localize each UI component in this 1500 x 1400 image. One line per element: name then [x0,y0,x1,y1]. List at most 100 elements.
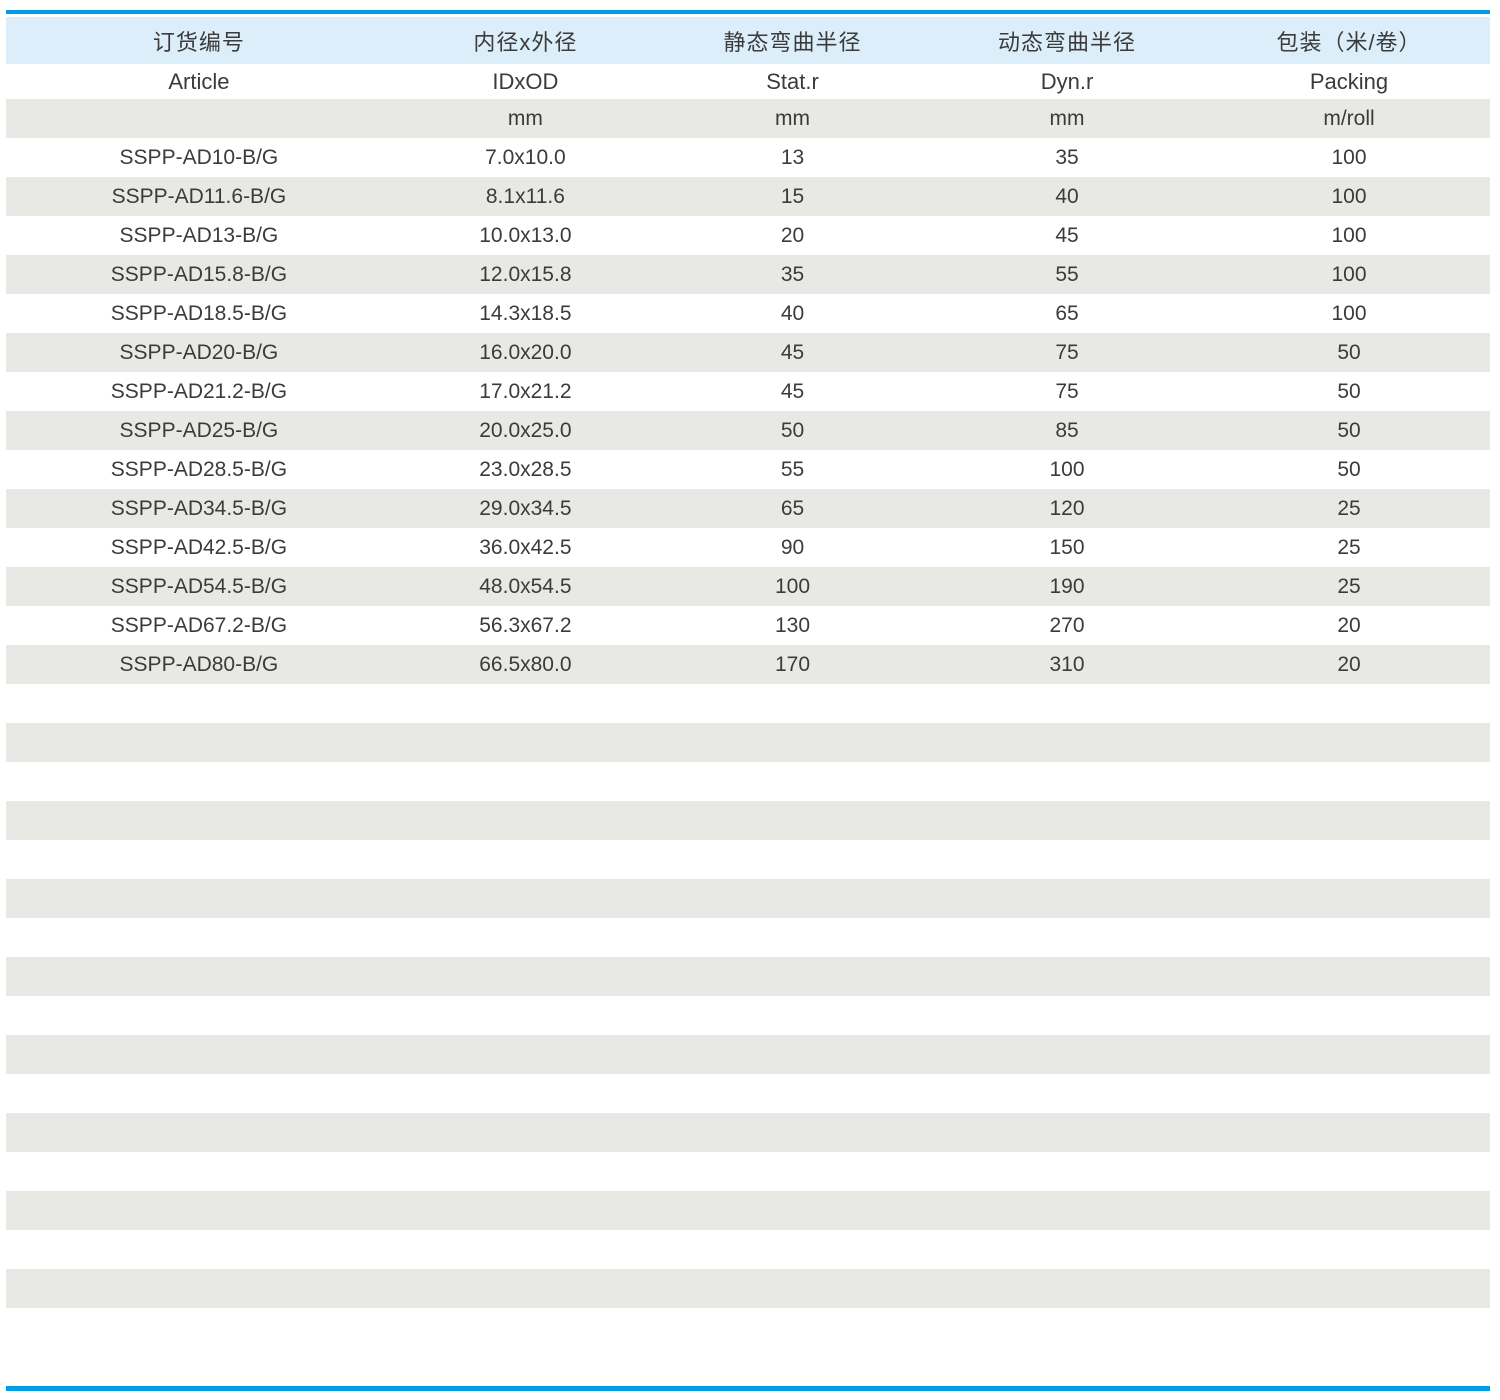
cell-article: SSPP-AD21.2-B/G [110,379,288,403]
header-zh-dyn-r: 动态弯曲半径 [998,29,1137,55]
cell-stat-r: 55 [780,457,805,481]
cell-dyn-r: 45 [1055,223,1079,247]
cell-stat-r: 130 [774,613,811,637]
empty-row [6,1074,1490,1113]
empty-row [6,879,1490,918]
cell-article: SSPP-AD18.5-B/G [110,301,288,325]
cell-packing: 25 [1337,496,1361,520]
header-zh-id-od: 内径x外径 [473,29,578,55]
cell-stat-r: 100 [774,574,811,598]
cell-id-od: 56.3x67.2 [479,613,572,637]
table-row: SSPP-AD20-B/G 16.0x20.0 45 75 50 [6,333,1490,372]
empty-row [6,1113,1490,1152]
empty-row [6,684,1490,723]
page-content: 订货编号 内径x外径 静态弯曲半径 动态弯曲半径 包装（米/卷） Article IDxO… [6,10,1490,1391]
cell-packing: 50 [1337,457,1361,481]
cell-article: SSPP-AD34.5-B/G [110,496,288,520]
cell-id-od: 29.0x34.5 [479,496,572,520]
header-row-english: Article IDxOD Stat.r Dyn.r Packing [6,64,1490,99]
cell-dyn-r: 120 [1049,496,1085,520]
cell-id-od: 36.0x42.5 [479,535,572,559]
cell-packing: 25 [1337,535,1361,559]
table-row: SSPP-AD34.5-B/G 29.0x34.5 65 120 25 [6,489,1490,528]
header-en-packing: Packing [1309,68,1389,94]
cell-dyn-r: 65 [1055,301,1079,325]
table-row: SSPP-AD18.5-B/G 14.3x18.5 40 65 100 [6,294,1490,333]
empty-cell [6,996,1490,1035]
header-unit-article [6,99,392,138]
header-unit-id-od: mm [507,106,543,130]
empty-row [6,801,1490,840]
cell-article: SSPP-AD13-B/G [119,223,279,247]
cell-stat-r: 45 [780,340,805,364]
cell-article: SSPP-AD20-B/G [119,340,279,364]
bottom-divider-rule [6,1386,1490,1391]
cell-packing: 50 [1337,418,1361,442]
cell-packing: 100 [1331,145,1367,169]
cell-article: SSPP-AD42.5-B/G [110,535,288,559]
cell-dyn-r: 75 [1055,340,1079,364]
cell-id-od: 66.5x80.0 [479,652,572,676]
table-row: SSPP-AD42.5-B/G 36.0x42.5 90 150 25 [6,528,1490,567]
cell-article: SSPP-AD80-B/G [119,652,279,676]
table-row: SSPP-AD15.8-B/G 12.0x15.8 35 55 100 [6,255,1490,294]
empty-row [6,1035,1490,1074]
cell-packing: 50 [1337,379,1361,403]
table-row: SSPP-AD54.5-B/G 48.0x54.5 100 190 25 [6,567,1490,606]
table-row: SSPP-AD80-B/G 66.5x80.0 170 310 20 [6,645,1490,684]
cell-dyn-r: 85 [1055,418,1079,442]
cell-id-od: 20.0x25.0 [479,418,572,442]
cell-dyn-r: 150 [1049,535,1085,559]
header-unit-packing: m/roll [1323,106,1375,130]
empty-row [6,918,1490,957]
cell-dyn-r: 100 [1049,457,1085,481]
cell-stat-r: 50 [780,418,805,442]
spec-table-header: 订货编号 内径x外径 静态弯曲半径 动态弯曲半径 包装（米/卷） Article IDxO… [6,17,1490,138]
cell-dyn-r: 40 [1055,184,1079,208]
table-row: SSPP-AD13-B/G 10.0x13.0 20 45 100 [6,216,1490,255]
header-en-stat-r: Stat.r [766,68,819,94]
cell-dyn-r: 270 [1049,613,1085,637]
empty-row [6,1269,1490,1308]
cell-article: SSPP-AD15.8-B/G [110,262,288,286]
cell-packing: 100 [1331,262,1367,286]
cell-dyn-r: 190 [1049,574,1085,598]
header-unit-stat-r: mm [774,106,810,130]
cell-stat-r: 90 [780,535,805,559]
empty-cell [6,957,1490,996]
table-row: SSPP-AD10-B/G 7.0x10.0 13 35 100 [6,138,1490,177]
table-row: SSPP-AD28.5-B/G 23.0x28.5 55 100 50 [6,450,1490,489]
cell-id-od: 16.0x20.0 [479,340,572,364]
cell-id-od: 14.3x18.5 [479,301,572,325]
cell-stat-r: 15 [780,184,805,208]
header-zh-article: 订货编号 [152,29,245,55]
empty-row [6,957,1490,996]
empty-row [6,762,1490,801]
empty-cell [6,1074,1490,1113]
cell-stat-r: 13 [780,145,805,169]
spec-table-body: SSPP-AD10-B/G 7.0x10.0 13 35 100 SSPP-AD11.6-… [6,138,1490,1308]
empty-cell [6,1113,1490,1152]
spec-table: 订货编号 内径x外径 静态弯曲半径 动态弯曲半径 包装（米/卷） Article IDxO… [6,17,1490,1308]
empty-row [6,1230,1490,1269]
empty-row [6,1152,1490,1191]
empty-cell [6,1191,1490,1230]
cell-packing: 20 [1337,652,1361,676]
header-row-units: mm mm mm m/roll [6,99,1490,138]
cell-stat-r: 170 [774,652,811,676]
cell-article: SSPP-AD25-B/G [119,418,279,442]
table-row: SSPP-AD25-B/G 20.0x25.0 50 85 50 [6,411,1490,450]
empty-cell [6,762,1490,801]
cell-id-od: 23.0x28.5 [479,457,572,481]
empty-cell [6,1230,1490,1269]
header-en-id-od: IDxOD [492,68,559,94]
header-row-chinese: 订货编号 内径x外径 静态弯曲半径 动态弯曲半径 包装（米/卷） [6,17,1490,64]
cell-id-od: 48.0x54.5 [479,574,572,598]
cell-dyn-r: 310 [1049,652,1085,676]
cell-dyn-r: 75 [1055,379,1079,403]
bottom-whitespace [6,1308,1490,1386]
empty-row [6,1191,1490,1230]
cell-id-od: 17.0x21.2 [479,379,572,403]
empty-cell [6,1269,1490,1308]
